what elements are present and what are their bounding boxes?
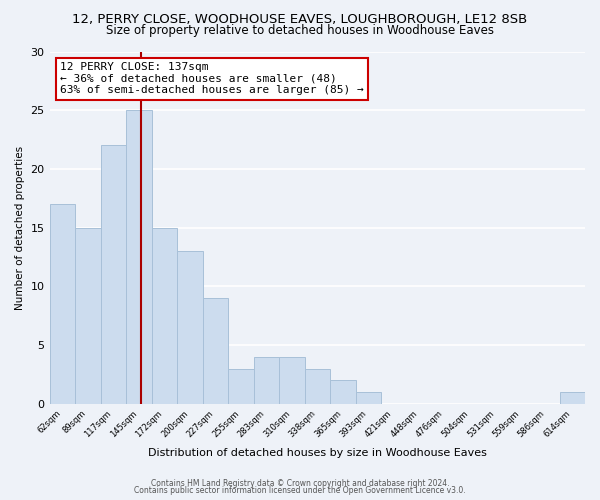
Text: 12, PERRY CLOSE, WOODHOUSE EAVES, LOUGHBOROUGH, LE12 8SB: 12, PERRY CLOSE, WOODHOUSE EAVES, LOUGHB… (73, 12, 527, 26)
Bar (228, 368, 254, 404)
Text: Contains HM Land Registry data © Crown copyright and database right 2024.: Contains HM Land Registry data © Crown c… (151, 478, 449, 488)
Bar (152, 228, 177, 404)
Bar (356, 392, 381, 404)
Bar (254, 357, 279, 404)
Y-axis label: Number of detached properties: Number of detached properties (15, 146, 25, 310)
Bar (126, 110, 152, 404)
Bar (75, 228, 101, 404)
Bar (330, 380, 356, 404)
Bar (177, 251, 203, 404)
Text: Size of property relative to detached houses in Woodhouse Eaves: Size of property relative to detached ho… (106, 24, 494, 37)
Bar (560, 392, 585, 404)
Bar (101, 146, 126, 404)
Text: Contains public sector information licensed under the Open Government Licence v3: Contains public sector information licen… (134, 486, 466, 495)
X-axis label: Distribution of detached houses by size in Woodhouse Eaves: Distribution of detached houses by size … (148, 448, 487, 458)
Bar (305, 368, 330, 404)
Bar (50, 204, 75, 404)
Text: 12 PERRY CLOSE: 137sqm
← 36% of detached houses are smaller (48)
63% of semi-det: 12 PERRY CLOSE: 137sqm ← 36% of detached… (60, 62, 364, 96)
Bar (279, 357, 305, 404)
Bar (203, 298, 228, 404)
